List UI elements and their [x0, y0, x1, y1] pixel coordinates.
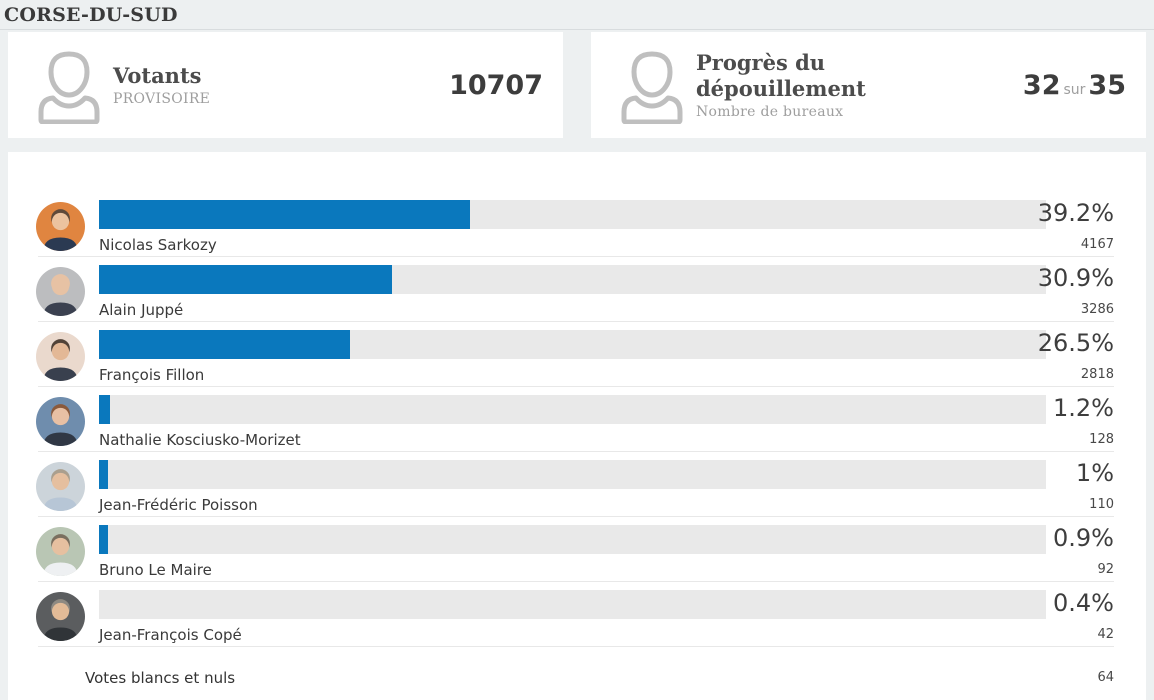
vote-bar-fill — [99, 330, 350, 359]
vote-count: 128 — [1089, 432, 1114, 447]
vote-count: 92 — [1097, 562, 1114, 577]
vote-bar-fill — [99, 200, 471, 229]
vote-percentage: 1.2% — [1053, 394, 1114, 422]
candidate-avatar — [36, 527, 85, 576]
progress-current: 32 — [1022, 69, 1061, 101]
candidate-avatar — [36, 202, 85, 251]
person-icon — [621, 51, 683, 124]
candidate-name: Nicolas Sarkozy — [99, 236, 217, 254]
vote-bar-fill — [99, 265, 392, 294]
candidate-row: 39.2% Nicolas Sarkozy 4167 — [8, 192, 1146, 257]
candidate-name: Alain Juppé — [99, 301, 184, 319]
votants-label: Votants — [113, 62, 202, 88]
candidate-row: 0.9% Bruno Le Maire 92 — [8, 517, 1146, 582]
vote-count: 4167 — [1080, 237, 1114, 252]
vote-bar-fill — [99, 395, 111, 424]
page-header: CORSE-DU-SUD — [0, 0, 1154, 30]
vote-percentage: 0.4% — [1053, 589, 1114, 617]
candidate-row: 30.9% Alain Juppé 3286 — [8, 257, 1146, 322]
candidate-avatar — [36, 267, 85, 316]
candidate-name: Jean-Frédéric Poisson — [99, 496, 258, 514]
vote-bar-track — [99, 330, 1046, 359]
blank-votes-value: 64 — [1097, 670, 1114, 685]
person-icon — [38, 51, 100, 124]
blank-votes-row: Votes blancs et nuls 64 — [8, 647, 1146, 699]
candidate-name: Nathalie Kosciusko-Morizet — [99, 431, 301, 449]
vote-percentage: 39.2% — [1037, 199, 1114, 227]
stats-row: Votants PROVISOIRE 10707 Progrès du dépo… — [8, 32, 1146, 138]
candidate-row: 26.5% François Fillon 2818 — [8, 322, 1146, 387]
candidate-avatar — [36, 397, 85, 446]
blank-votes-label: Votes blancs et nuls — [85, 669, 236, 687]
progress-separator: sur — [1063, 81, 1086, 98]
vote-bar-track — [99, 395, 1046, 424]
vote-bar-track — [99, 200, 1046, 229]
progress-label: Progrès du dépouillement — [696, 50, 866, 101]
vote-bar-fill — [99, 460, 109, 489]
vote-count: 42 — [1097, 627, 1114, 642]
vote-count: 2818 — [1080, 367, 1114, 382]
votants-value: 10707 — [449, 69, 543, 101]
candidate-avatar — [36, 462, 85, 511]
candidate-name: Jean-François Copé — [99, 626, 242, 644]
vote-percentage: 26.5% — [1037, 329, 1114, 357]
vote-bar-track — [99, 590, 1046, 619]
progress-total: 35 — [1088, 69, 1126, 101]
progress-sublabel: Nombre de bureaux — [696, 103, 844, 120]
candidate-avatar — [36, 592, 85, 641]
vote-percentage: 0.9% — [1053, 524, 1114, 552]
progress-card: Progrès du dépouillement Nombre de burea… — [591, 32, 1146, 138]
results-card: 39.2% Nicolas Sarkozy 4167 30.9% Alain J… — [8, 152, 1146, 700]
progress-value: 32 sur 35 — [1023, 70, 1126, 101]
candidate-rows: 39.2% Nicolas Sarkozy 4167 30.9% Alain J… — [8, 192, 1146, 647]
page-title: CORSE-DU-SUD — [4, 4, 178, 26]
candidate-name: Bruno Le Maire — [99, 561, 212, 579]
candidate-avatar — [36, 332, 85, 381]
candidate-name: François Fillon — [99, 366, 205, 384]
vote-bar-fill — [99, 525, 108, 554]
vote-count: 110 — [1089, 497, 1114, 512]
vote-bar-track — [99, 265, 1046, 294]
votants-card: Votants PROVISOIRE 10707 — [8, 32, 563, 138]
vote-bar-track — [99, 525, 1046, 554]
vote-count: 3286 — [1080, 302, 1114, 317]
candidate-row: 1% Jean-Frédéric Poisson 110 — [8, 452, 1146, 517]
vote-percentage: 30.9% — [1037, 264, 1114, 292]
vote-percentage: 1% — [1075, 459, 1114, 487]
candidate-row: 1.2% Nathalie Kosciusko-Morizet 128 — [8, 387, 1146, 452]
vote-bar-track — [99, 460, 1046, 489]
votants-sublabel: PROVISOIRE — [113, 91, 211, 108]
candidate-row: 0.4% Jean-François Copé 42 — [8, 582, 1146, 647]
